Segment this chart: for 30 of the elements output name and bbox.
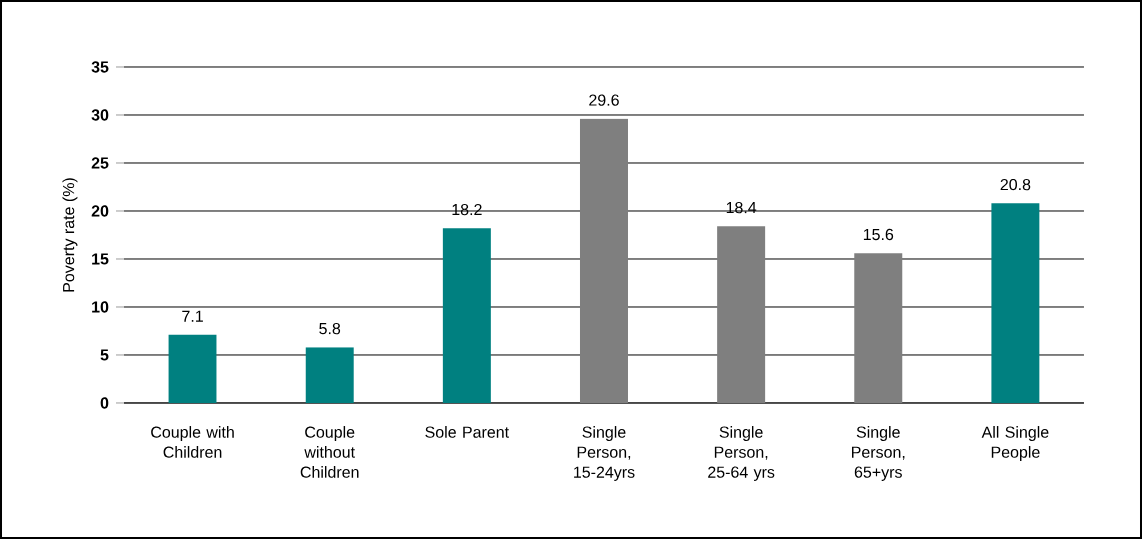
x-tick-label: Single Person, 65+yrs [852, 426, 905, 481]
data-label: 18.4 [726, 201, 757, 214]
data-label: 15.6 [863, 228, 894, 241]
y-tick-label: 15 [92, 253, 109, 265]
bar [991, 203, 1040, 403]
x-tick-label: Couple without Children [300, 426, 359, 478]
bar [168, 334, 217, 403]
bar [442, 228, 491, 403]
y-tick-label: 5 [100, 349, 109, 361]
data-label: 7.1 [182, 310, 203, 322]
data-label: 29.6 [589, 94, 619, 106]
x-tick-label: Sole Parent [425, 426, 509, 438]
bar [717, 226, 766, 403]
x-tick-label: Single Person, 25-64 yrs [708, 426, 775, 481]
x-tick-label: Single Person, 15-24yrs [574, 426, 635, 481]
y-tick-label: 0 [100, 397, 109, 409]
y-tick-label: 35 [91, 61, 109, 73]
x-tick-label: Couple with Children [151, 426, 234, 458]
x-tick-label: All Single People [981, 426, 1049, 461]
bar [579, 118, 628, 403]
y-axis-title: Poverty rate (%) [62, 178, 78, 292]
y-tick-label: 25 [91, 157, 109, 169]
y-tick-label: 30 [91, 109, 109, 121]
data-label: 18.2 [452, 203, 482, 216]
bar [854, 253, 903, 403]
y-tick-label: 10 [92, 301, 109, 313]
data-label: 20.8 [1000, 178, 1031, 191]
y-tick-label: 20 [91, 205, 109, 217]
data-label: 5.8 [319, 322, 341, 335]
bar [305, 347, 354, 403]
